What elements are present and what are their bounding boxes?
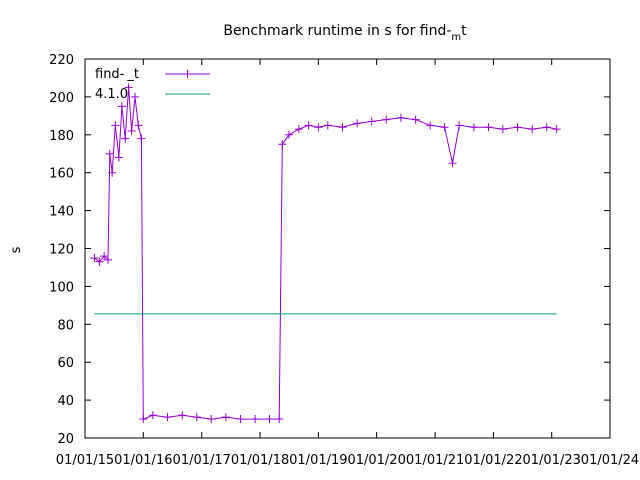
x-tick-label: 01/01/24 bbox=[581, 453, 639, 468]
data-point bbox=[163, 413, 172, 422]
data-point bbox=[304, 121, 313, 130]
data-point bbox=[114, 153, 123, 162]
data-point bbox=[137, 134, 146, 143]
data-point bbox=[95, 257, 104, 266]
data-point bbox=[411, 115, 420, 124]
data-point bbox=[139, 415, 148, 424]
data-point bbox=[130, 92, 139, 101]
data-point bbox=[440, 123, 449, 132]
x-tick-label: 01/01/15 bbox=[56, 453, 114, 468]
data-point bbox=[251, 415, 260, 424]
data-point bbox=[108, 168, 117, 177]
series-line bbox=[94, 87, 557, 420]
data-point bbox=[104, 255, 112, 264]
x-tick-label: 01/01/16 bbox=[114, 453, 172, 468]
plot-border bbox=[84, 58, 611, 439]
legend-marker-find bbox=[183, 70, 192, 78]
chart-title: Benchmark runtime in s for find-mt bbox=[223, 23, 467, 43]
data-point bbox=[426, 121, 435, 130]
data-point bbox=[221, 413, 230, 422]
data-point bbox=[294, 125, 303, 134]
data-point bbox=[469, 123, 478, 132]
y-tick-label: 160 bbox=[49, 167, 74, 182]
data-point bbox=[236, 415, 245, 424]
data-point bbox=[275, 415, 284, 424]
y-tick-label: 200 bbox=[49, 91, 74, 106]
y-ticks: 20 40 60 80 100 120 140 160 180 200 220 bbox=[49, 53, 610, 447]
data-point bbox=[117, 102, 126, 111]
data-point bbox=[353, 119, 362, 128]
y-tick-label: 100 bbox=[49, 280, 74, 295]
data-point bbox=[338, 123, 347, 132]
data-point bbox=[528, 125, 537, 134]
data-point bbox=[207, 415, 216, 424]
y-tick-label: 60 bbox=[57, 356, 74, 371]
data-point bbox=[192, 413, 201, 422]
y-tick-label: 80 bbox=[57, 318, 74, 333]
data-point bbox=[124, 83, 133, 92]
data-point bbox=[498, 125, 507, 134]
axes bbox=[84, 58, 611, 439]
y-tick-label: 120 bbox=[49, 243, 74, 258]
x-tick-label: 01/01/23 bbox=[523, 453, 581, 468]
legend: find- _t 4.1.0 bbox=[95, 67, 210, 102]
data-point bbox=[148, 411, 157, 420]
y-tick-label: 20 bbox=[57, 432, 74, 447]
data-point bbox=[284, 130, 293, 139]
series-0 bbox=[90, 83, 561, 424]
data-point bbox=[448, 159, 457, 168]
data-point bbox=[111, 121, 120, 130]
data-point bbox=[552, 125, 561, 134]
data-point bbox=[396, 113, 405, 122]
data-point bbox=[513, 123, 522, 132]
data-point bbox=[367, 117, 376, 126]
x-tick-label: 01/01/22 bbox=[464, 453, 522, 468]
y-tick-label: 220 bbox=[49, 53, 74, 68]
x-tick-label: 01/01/19 bbox=[289, 453, 347, 468]
x-ticks: 01/01/15 01/01/16 01/01/17 01/01/18 01/01/19… bbox=[56, 59, 639, 468]
y-tick-label: 40 bbox=[57, 394, 74, 409]
x-tick-label: 01/01/17 bbox=[173, 453, 231, 468]
legend-label-find: find- _t bbox=[95, 67, 139, 82]
data-point bbox=[382, 115, 391, 124]
data-point bbox=[265, 415, 274, 424]
series-layer bbox=[90, 83, 561, 424]
y-axis-label: s bbox=[9, 246, 24, 253]
data-point bbox=[323, 121, 332, 130]
legend-label-4-1-0: 4.1.0 bbox=[95, 87, 128, 102]
data-point bbox=[127, 127, 136, 136]
y-tick-label: 180 bbox=[49, 129, 74, 144]
x-tick-label: 01/01/20 bbox=[347, 453, 405, 468]
data-point bbox=[278, 140, 287, 149]
y-tick-label: 140 bbox=[49, 205, 74, 220]
data-point bbox=[178, 411, 187, 420]
data-point bbox=[542, 123, 551, 132]
data-point bbox=[455, 121, 464, 130]
data-point bbox=[90, 253, 99, 262]
x-tick-label: 01/01/21 bbox=[406, 453, 464, 468]
data-point bbox=[121, 134, 130, 143]
data-point bbox=[314, 123, 323, 132]
data-point bbox=[105, 149, 114, 158]
data-point bbox=[134, 121, 143, 130]
data-point bbox=[484, 123, 493, 132]
x-tick-label: 01/01/18 bbox=[231, 453, 289, 468]
data-point bbox=[100, 252, 109, 261]
